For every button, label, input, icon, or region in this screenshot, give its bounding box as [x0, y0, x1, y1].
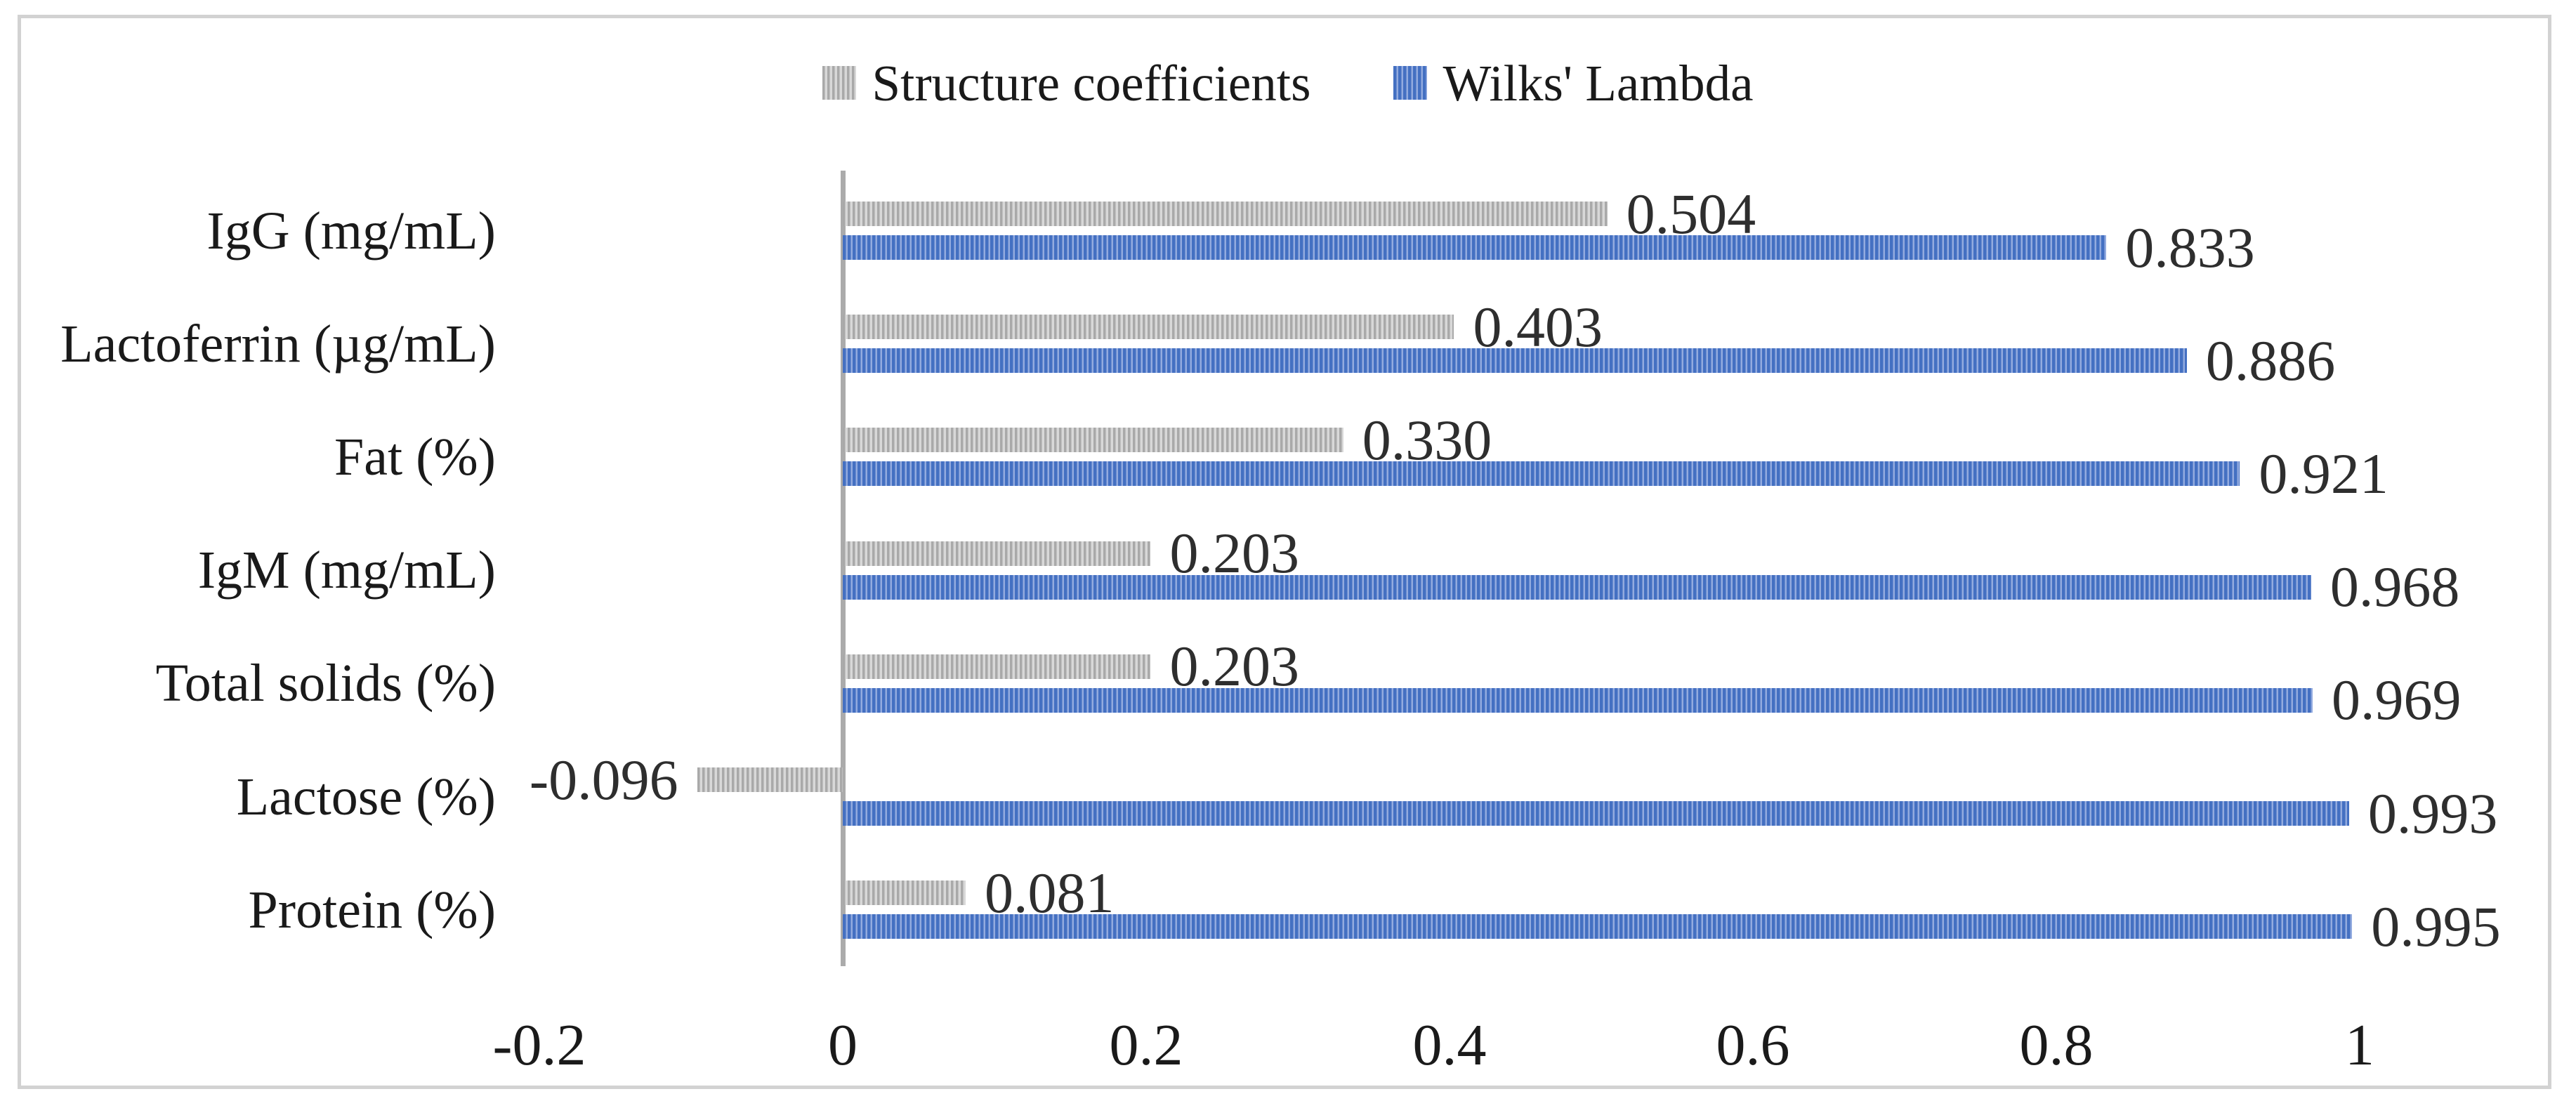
figure-border: [18, 15, 2551, 1089]
bar-value-label: 0.995: [2371, 894, 2501, 958]
structure-coefficients-bar[interactable]: [843, 881, 966, 906]
legend-item-wilks-lambda[interactable]: Wilks' Lambda: [1393, 54, 1754, 112]
category-label: Fat (%): [334, 427, 496, 487]
bar-value-label: 0.993: [2367, 781, 2498, 845]
bar-value-label: 0.886: [2205, 328, 2336, 393]
wilks-lambda-bar[interactable]: [843, 914, 2353, 939]
bar-value-label: 0.968: [2329, 555, 2460, 619]
structure-coefficients-bar[interactable]: [843, 654, 1151, 679]
x-tick-label: 0.8: [2019, 1013, 2094, 1078]
legend-label-wilks-lambda: Wilks' Lambda: [1443, 54, 1754, 112]
bar-value-label: 0.203: [1169, 521, 1299, 586]
wilks-lambda-swatch-icon: [1393, 66, 1428, 100]
bar-value-label: 0.403: [1473, 294, 1603, 359]
category-label: Lactose (%): [236, 767, 496, 826]
structure-coefficients-bar[interactable]: [843, 541, 1151, 566]
legend: Structure coefficients Wilks' Lambda: [0, 48, 2576, 118]
bar-value-label: -0.096: [529, 747, 678, 812]
bar-value-label: 0.203: [1169, 634, 1299, 699]
y-axis-line: [840, 171, 846, 967]
wilks-lambda-bar[interactable]: [843, 348, 2187, 374]
structure-coefficients-bar[interactable]: [843, 428, 1343, 453]
bar-value-label: 0.833: [2125, 215, 2255, 279]
x-tick-label: -0.2: [492, 1013, 586, 1078]
structure-coefficients-bar[interactable]: [843, 315, 1454, 340]
x-tick-label: 0: [828, 1013, 857, 1078]
bar-value-label: 0.081: [984, 860, 1115, 925]
category-label: IgM (mg/mL): [197, 541, 496, 600]
bar-value-label: 0.921: [2259, 441, 2388, 506]
wilks-lambda-bar[interactable]: [843, 574, 2311, 600]
x-tick-label: 0.6: [1716, 1013, 1790, 1078]
structure-coefficients-swatch-icon: [822, 66, 857, 100]
bar-value-label: 0.330: [1362, 407, 1492, 472]
category-label: IgG (mg/mL): [206, 201, 496, 260]
wilks-lambda-bar[interactable]: [843, 461, 2240, 487]
structure-coefficients-bar[interactable]: [843, 202, 1608, 226]
legend-item-structure-coefficients[interactable]: Structure coefficients: [822, 58, 1310, 109]
bar-value-label: 0.969: [2332, 668, 2462, 732]
category-label: Lactoferrin (µg/mL): [60, 314, 496, 374]
category-label: Total solids (%): [155, 654, 496, 713]
x-tick-label: 0.2: [1109, 1013, 1183, 1078]
wilks-lambda-bar[interactable]: [843, 687, 2313, 713]
structure-coefficients-bar[interactable]: [697, 767, 843, 792]
x-tick-label: 0.4: [1412, 1013, 1487, 1078]
wilks-lambda-bar[interactable]: [843, 801, 2349, 826]
x-tick-label: 1: [2345, 1013, 2374, 1078]
category-label: Protein (%): [248, 880, 496, 939]
wilks-lambda-bar[interactable]: [843, 235, 2107, 260]
bar-value-label: 0.504: [1626, 181, 1756, 246]
legend-label-structure-coefficients: Structure coefficients: [872, 54, 1311, 112]
